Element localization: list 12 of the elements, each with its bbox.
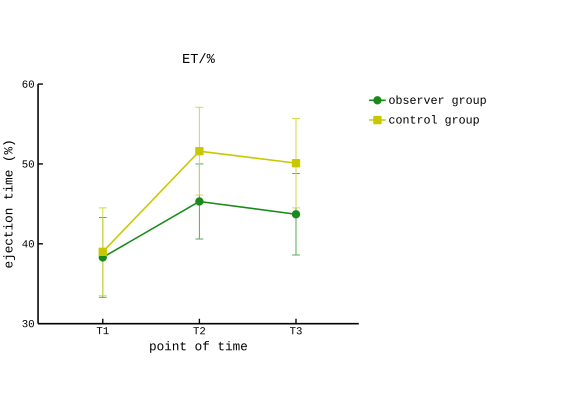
legend-label: observer group bbox=[389, 95, 486, 106]
x-tick-label: T3 bbox=[290, 327, 302, 334]
chart-title: ET/% bbox=[183, 53, 215, 64]
y-axis-title: ejection time (%) bbox=[3, 141, 16, 268]
y-tick-label: 50 bbox=[22, 160, 34, 168]
x-tick-label: T2 bbox=[193, 327, 206, 334]
x-tick-label: T1 bbox=[96, 327, 109, 334]
y-tick-label: 40 bbox=[22, 240, 34, 248]
x-axis-title: point of time bbox=[150, 341, 247, 353]
y-tick-label: 30 bbox=[22, 320, 34, 328]
legend-label: control group bbox=[389, 115, 479, 126]
y-tick-label: 60 bbox=[22, 80, 34, 88]
